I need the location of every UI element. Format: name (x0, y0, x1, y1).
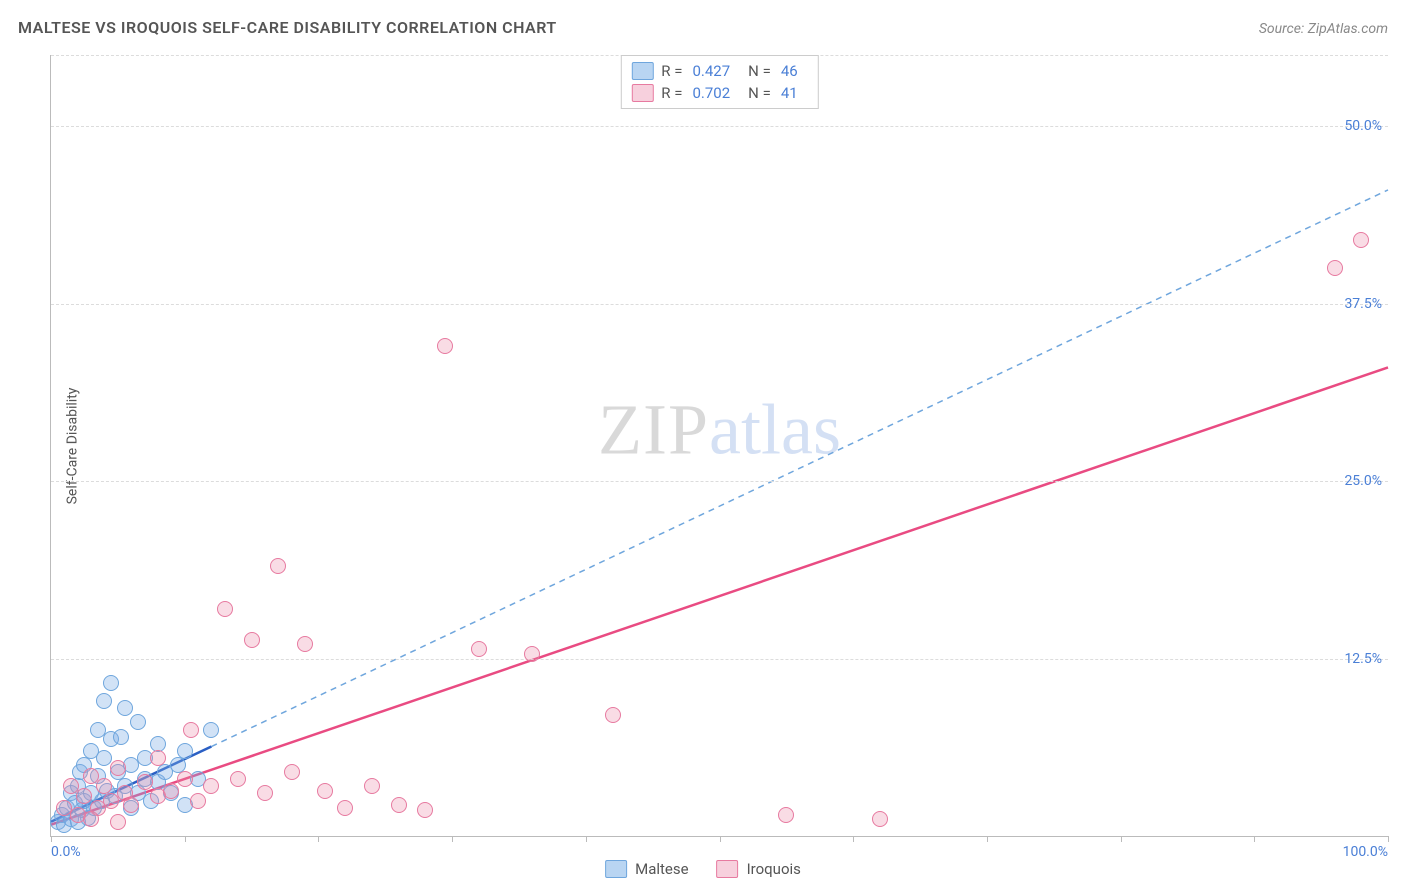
correlation-legend-row-1: R = 0.702 N = 41 (631, 82, 807, 104)
legend-label: Iroquois (747, 860, 801, 878)
y-tick-label: 12.5% (1344, 651, 1382, 667)
data-point[interactable] (605, 707, 621, 723)
data-point[interactable] (417, 802, 433, 818)
n-label: N = (748, 62, 771, 80)
data-point[interactable] (1353, 232, 1369, 248)
data-point[interactable] (391, 797, 407, 813)
x-tick (853, 836, 854, 842)
data-point[interactable] (1327, 260, 1343, 276)
x-tick-label: 100.0% (1343, 844, 1388, 860)
data-point[interactable] (96, 693, 112, 709)
data-point[interactable] (137, 774, 153, 790)
data-point[interactable] (123, 797, 139, 813)
legend-swatch-icon (605, 860, 627, 878)
legend-swatch-iroquois (631, 84, 653, 102)
data-point[interactable] (203, 722, 219, 738)
data-point[interactable] (297, 636, 313, 652)
chart-container: MALTESE VS IROQUOIS SELF-CARE DISABILITY… (0, 0, 1406, 892)
source-name: ZipAtlas.com (1308, 21, 1388, 37)
n-value-0: 46 (781, 62, 798, 80)
data-point[interactable] (113, 729, 129, 745)
data-point[interactable] (244, 632, 260, 648)
data-point[interactable] (217, 601, 233, 617)
data-point[interactable] (872, 811, 888, 827)
y-tick-label: 50.0% (1344, 118, 1382, 134)
r-label: R = (661, 84, 682, 102)
data-point[interactable] (471, 641, 487, 657)
data-point[interactable] (203, 778, 219, 794)
trend-line (211, 190, 1388, 747)
data-point[interactable] (110, 814, 126, 830)
data-point[interactable] (110, 760, 126, 776)
r-value-1: 0.702 (692, 84, 730, 102)
chart-title: MALTESE VS IROQUOIS SELF-CARE DISABILITY… (18, 18, 557, 37)
data-point[interactable] (778, 807, 794, 823)
x-tick (51, 836, 52, 842)
y-tick-label: 37.5% (1344, 296, 1382, 312)
r-value-0: 0.427 (692, 62, 730, 80)
plot-area: ZIPatlas R = 0.427 N = 46 R = 0.702 N = … (50, 55, 1388, 837)
correlation-legend: R = 0.427 N = 46 R = 0.702 N = 41 (620, 55, 818, 109)
series-legend: Maltese Iroquois (605, 860, 801, 878)
data-point[interactable] (177, 771, 193, 787)
gridline (51, 481, 1388, 482)
data-point[interactable] (230, 771, 246, 787)
data-point[interactable] (317, 783, 333, 799)
data-point[interactable] (150, 750, 166, 766)
data-point[interactable] (117, 700, 133, 716)
y-tick-label: 25.0% (1344, 473, 1382, 489)
x-tick (185, 836, 186, 842)
x-tick (987, 836, 988, 842)
data-point[interactable] (163, 783, 179, 799)
data-point[interactable] (437, 338, 453, 354)
data-point[interactable] (177, 743, 193, 759)
data-point[interactable] (103, 675, 119, 691)
data-point[interactable] (83, 811, 99, 827)
trend-line (51, 367, 1388, 824)
source-attribution: Source: ZipAtlas.com (1259, 21, 1388, 37)
gridline (51, 659, 1388, 660)
legend-swatch-icon (717, 860, 739, 878)
n-label: N = (748, 84, 771, 102)
correlation-legend-row-0: R = 0.427 N = 46 (631, 60, 807, 82)
data-point[interactable] (76, 788, 92, 804)
source-label: Source: (1259, 21, 1304, 37)
data-point[interactable] (337, 800, 353, 816)
data-point[interactable] (183, 722, 199, 738)
x-tick (1121, 836, 1122, 842)
legend-label: Maltese (635, 860, 688, 878)
trend-lines-layer (51, 55, 1388, 836)
legend-swatch-maltese (631, 62, 653, 80)
data-point[interactable] (284, 764, 300, 780)
x-tick (318, 836, 319, 842)
data-point[interactable] (270, 558, 286, 574)
x-tick-label: 0.0% (51, 844, 81, 860)
x-tick (1254, 836, 1255, 842)
gridline (51, 304, 1388, 305)
x-tick (586, 836, 587, 842)
x-tick (452, 836, 453, 842)
data-point[interactable] (364, 778, 380, 794)
data-point[interactable] (524, 646, 540, 662)
gridline (51, 126, 1388, 127)
n-value-1: 41 (781, 84, 798, 102)
title-bar: MALTESE VS IROQUOIS SELF-CARE DISABILITY… (18, 18, 1388, 37)
x-tick (720, 836, 721, 842)
legend-item-iroquois[interactable]: Iroquois (717, 860, 801, 878)
x-tick (1388, 836, 1389, 842)
data-point[interactable] (130, 714, 146, 730)
r-label: R = (661, 62, 682, 80)
data-point[interactable] (190, 793, 206, 809)
data-point[interactable] (257, 785, 273, 801)
legend-item-maltese[interactable]: Maltese (605, 860, 688, 878)
